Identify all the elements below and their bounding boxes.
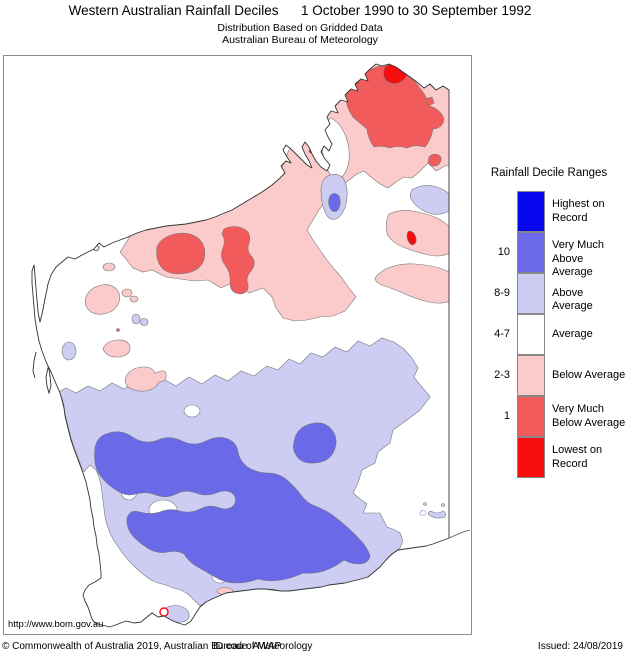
region-pilbara-east-very-much-below <box>221 226 255 295</box>
legend-swatch-5 <box>517 396 545 437</box>
region-onslow-coast-below-average-dot <box>102 262 116 272</box>
region-border-above-average-crescent <box>428 510 446 519</box>
region-border-above-average-dot-1 <box>423 502 427 506</box>
legend-decile-5: 1 <box>503 410 510 422</box>
title-main: Western Australian Rainfall Deciles <box>68 3 279 18</box>
region-halls-creek-very-much-above-core <box>328 193 341 212</box>
legend-label-0: Highest on Record <box>552 198 605 224</box>
shark-bay-island <box>32 351 37 379</box>
wa-coastline <box>31 63 450 628</box>
legend-decile-2: 8-9 <box>494 287 510 299</box>
region-gascoyne-below-average-3 <box>102 339 131 358</box>
region-kalgoorlie-very-much-above-blob <box>293 422 337 464</box>
legend-label-5: Very Much Below Average <box>552 403 626 429</box>
subtitle-distribution: Distribution Based on Gridded Data <box>217 22 383 34</box>
legend-swatch-3 <box>517 314 545 355</box>
title-period: 1 October 1990 to 30 September 1992 <box>300 3 532 18</box>
region-border-above-average-ring <box>419 509 427 517</box>
region-gascoyne-below-average-2a <box>121 288 133 298</box>
legend-swatch-2 <box>517 273 545 314</box>
subtitle-bureau: Australian Bureau of Meteorology <box>222 34 378 46</box>
sa-coast-continuation <box>448 529 471 539</box>
region-murchison-above-average-blob-2 <box>139 318 149 326</box>
legend-swatch-1 <box>517 232 545 273</box>
region-tanami-border-above-average <box>410 185 449 215</box>
legend-label-3: Average <box>552 327 593 340</box>
legend-label-2: Above Average <box>552 286 593 313</box>
region-pilbara-west-very-much-below <box>156 232 206 275</box>
decile-regions-layer <box>56 64 449 623</box>
legend-swatch-0 <box>517 191 545 232</box>
legend-decile-4: 2-3 <box>494 369 510 381</box>
region-south-coast-lowest-ring <box>159 607 169 617</box>
region-murchison-above-average-blob-1 <box>131 313 141 325</box>
footer-id-code: ID code: AWAP <box>213 641 282 652</box>
region-great-sandy-east-lowest-sliver <box>406 230 417 246</box>
region-pilbara-tiny-very-much-below-dot <box>116 328 120 332</box>
region-kimberley-island-very-much-below-1 <box>427 153 442 167</box>
region-kimberley-island-very-much-below-2 <box>424 96 435 107</box>
peron-peninsula <box>45 367 52 395</box>
legend: Rainfall Decile Ranges Highest on Record 1… <box>472 0 626 640</box>
region-border-above-average-dot-2 <box>441 503 445 507</box>
legend-label-4: Below Average <box>552 368 626 381</box>
footer-issued-date: Issued: 24/08/2019 <box>537 641 623 652</box>
legend-decile-3: 4-7 <box>494 328 510 340</box>
legend-title: Rainfall Decile Ranges <box>490 167 608 179</box>
region-gascoyne-below-average-2b <box>129 295 139 303</box>
region-gascoyne-below-average-4 <box>124 366 167 392</box>
region-carnarvon-above-average-blob <box>61 341 77 361</box>
region-great-sandy-east-below-average-lower <box>374 263 449 304</box>
region-gascoyne-below-average-1 <box>84 284 120 315</box>
region-murchison-average-hole <box>183 404 201 418</box>
legend-decile-1: 10 <box>497 246 510 258</box>
legend-swatch-4 <box>517 355 545 396</box>
region-great-sandy-east-below-average-upper <box>385 210 449 257</box>
footer-copyright: © Commonwealth of Australia 2019, Austra… <box>2 641 313 652</box>
page-title: Western Australian Rainfall Deciles 1 Oc… <box>0 3 600 18</box>
legend-label-6: Lowest on Record <box>552 444 603 470</box>
region-central-south-very-much-above-main <box>94 431 371 584</box>
legend-label-1: Very Much Above Average <box>552 239 604 278</box>
legend-swatch-6 <box>517 437 545 478</box>
bom-url[interactable]: http://www.bom.gov.au <box>8 619 104 630</box>
